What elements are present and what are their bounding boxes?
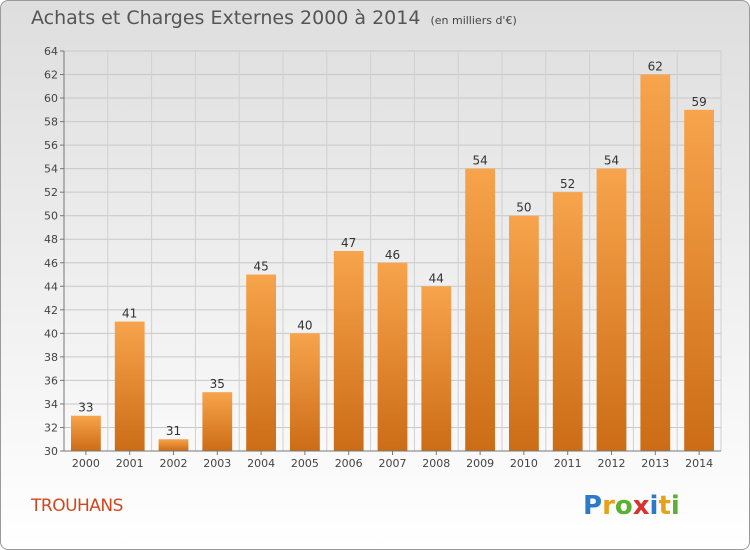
y-tick-label: 40 bbox=[44, 327, 58, 340]
y-tick-label: 46 bbox=[44, 257, 58, 270]
x-tick-label: 2004 bbox=[247, 457, 275, 470]
x-tick-label: 2002 bbox=[160, 457, 188, 470]
x-tick-label: 2011 bbox=[554, 457, 582, 470]
bar bbox=[114, 321, 145, 451]
y-tick-label: 60 bbox=[44, 92, 58, 105]
y-tick-label: 52 bbox=[44, 186, 58, 199]
y-tick-label: 54 bbox=[44, 163, 58, 176]
bar bbox=[333, 251, 364, 451]
data-label: 50 bbox=[516, 201, 531, 215]
y-tick-label: 30 bbox=[44, 445, 58, 458]
data-label: 41 bbox=[122, 307, 137, 321]
bar bbox=[421, 286, 452, 451]
logo-letter: t bbox=[658, 491, 671, 521]
y-tick-label: 48 bbox=[44, 233, 58, 246]
data-label: 44 bbox=[429, 271, 444, 285]
chart-title-text: Achats et Charges Externes 2000 à 2014 bbox=[31, 7, 421, 29]
logo-letter: r bbox=[602, 491, 615, 521]
y-tick-label: 32 bbox=[44, 421, 58, 434]
logo-letter: i bbox=[649, 491, 659, 521]
logo-letter: i bbox=[670, 491, 680, 521]
data-label: 54 bbox=[472, 154, 487, 168]
data-label: 47 bbox=[341, 236, 356, 250]
x-tick-label: 2005 bbox=[291, 457, 319, 470]
x-tick-label: 2012 bbox=[598, 457, 626, 470]
data-label: 40 bbox=[297, 318, 312, 332]
x-tick-label: 2003 bbox=[203, 457, 231, 470]
data-label: 62 bbox=[648, 60, 663, 74]
logo-letter: o bbox=[614, 491, 633, 521]
x-tick-label: 2014 bbox=[685, 457, 713, 470]
bar bbox=[640, 74, 671, 451]
y-tick-label: 44 bbox=[44, 280, 58, 293]
town-name: TROUHANS bbox=[31, 496, 123, 516]
x-tick-label: 2001 bbox=[116, 457, 144, 470]
y-tick-label: 34 bbox=[44, 398, 58, 411]
y-tick-label: 56 bbox=[44, 139, 58, 152]
x-tick-label: 2010 bbox=[510, 457, 538, 470]
x-tick-label: 2006 bbox=[335, 457, 363, 470]
bar bbox=[552, 192, 583, 452]
bar bbox=[202, 392, 233, 451]
bar bbox=[377, 262, 408, 451]
chart-subtitle: (en milliers d'€) bbox=[430, 14, 517, 27]
x-tick-label: 2007 bbox=[379, 457, 407, 470]
axes: 30 32 34 36 38 40 42 44 46 48 50 52 54 56 58 60 62 64 2000… bbox=[44, 45, 721, 470]
bar bbox=[596, 168, 627, 451]
x-tick-label: 2000 bbox=[72, 457, 100, 470]
x-tick-label: 2009 bbox=[466, 457, 494, 470]
y-tick-label: 58 bbox=[44, 116, 58, 129]
x-tick-label: 2008 bbox=[422, 457, 450, 470]
bar bbox=[246, 274, 276, 451]
data-label: 54 bbox=[604, 154, 619, 168]
data-label: 31 bbox=[166, 424, 181, 438]
bar bbox=[509, 215, 539, 451]
data-label: 35 bbox=[210, 377, 225, 391]
y-tick-label: 64 bbox=[44, 45, 58, 58]
bar bbox=[465, 168, 495, 451]
y-tick-label: 36 bbox=[44, 374, 58, 387]
data-label: 52 bbox=[560, 177, 575, 191]
y-tick-label: 62 bbox=[44, 69, 58, 82]
data-label: 45 bbox=[253, 260, 268, 274]
y-tick-label: 38 bbox=[44, 351, 58, 364]
data-label: 59 bbox=[691, 95, 706, 109]
chart-title: Achats et Charges Externes 2000 à 2014 (e… bbox=[31, 7, 517, 29]
data-label: 46 bbox=[385, 248, 400, 262]
logo-letter: P bbox=[583, 491, 603, 521]
bars: 33 41 31 35 45 40 47 46 44 54 50 52 54 62 59 bbox=[71, 60, 714, 452]
bar bbox=[71, 415, 101, 451]
proxiti-logo[interactable]: Proxiti bbox=[583, 491, 680, 521]
bar bbox=[158, 439, 189, 451]
bar bbox=[684, 109, 714, 451]
x-tick-label: 2013 bbox=[641, 457, 669, 470]
y-tick-label: 42 bbox=[44, 304, 58, 317]
data-label: 33 bbox=[78, 401, 93, 415]
y-tick-label: 50 bbox=[44, 210, 58, 223]
logo-letter: x bbox=[632, 491, 650, 521]
bar bbox=[290, 333, 320, 451]
